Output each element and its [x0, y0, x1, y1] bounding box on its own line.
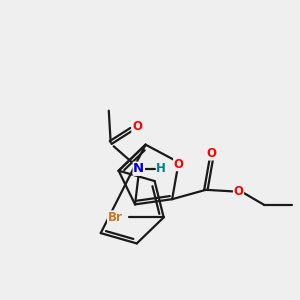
Text: O: O: [132, 120, 142, 133]
Text: H: H: [156, 162, 166, 175]
Text: O: O: [174, 158, 184, 171]
Text: O: O: [233, 185, 244, 198]
Text: N: N: [133, 162, 144, 175]
Text: O: O: [206, 147, 217, 160]
Text: Br: Br: [108, 211, 122, 224]
